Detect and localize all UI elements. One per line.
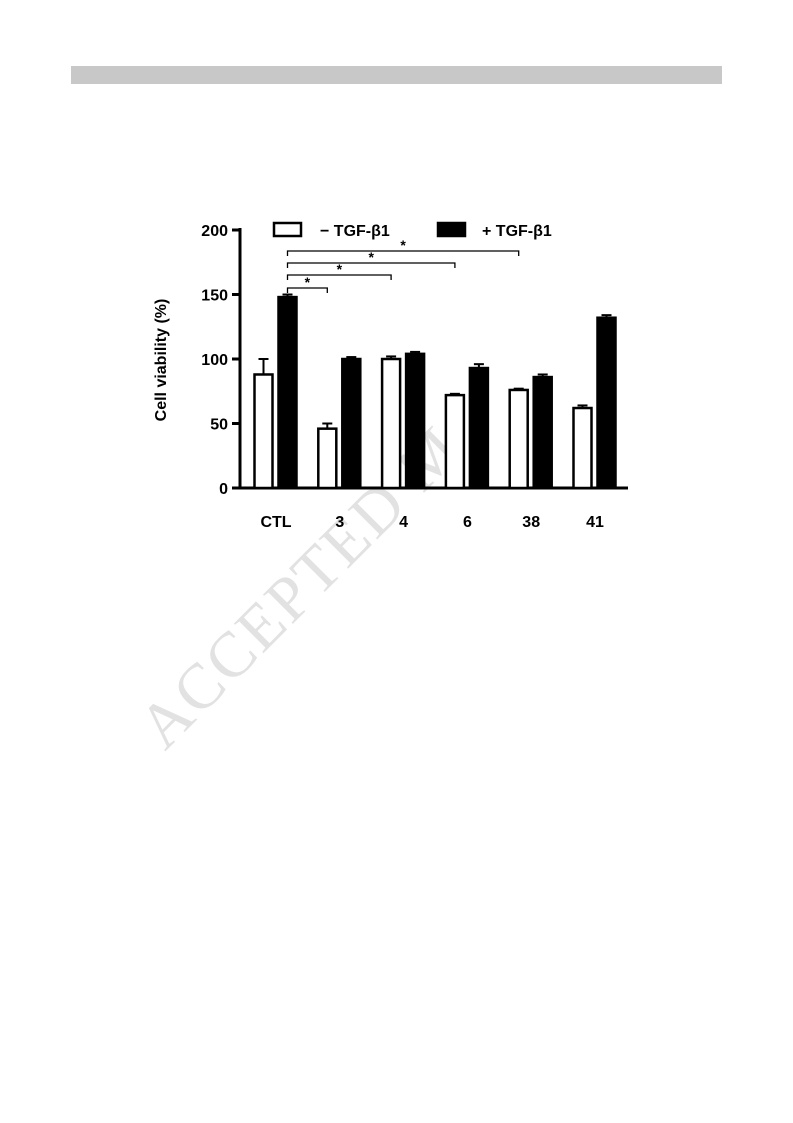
bar (404, 352, 426, 490)
x-tick-label: 4 (399, 514, 408, 531)
y-tick-label: 200 (201, 223, 228, 240)
bar (468, 366, 490, 490)
y-tick-label: 50 (210, 417, 228, 434)
y-tick-label: 100 (201, 352, 228, 369)
significance-bracket (286, 250, 520, 256)
x-tick-label: 6 (463, 514, 472, 531)
bar (380, 357, 402, 490)
x-tick-label: 41 (586, 514, 604, 531)
bar (596, 316, 617, 490)
y-tick-label: 150 (201, 288, 228, 305)
header-bar (71, 66, 722, 84)
bar (277, 295, 298, 490)
legend-label-minus: − TGF-β1 (320, 223, 390, 240)
y-tick-label: 0 (219, 481, 228, 498)
significance-label: * (305, 274, 311, 290)
x-tick-label: 38 (522, 514, 540, 531)
significance-bracket (286, 287, 328, 293)
legend-label-plus: + TGF-β1 (482, 223, 552, 240)
bar (444, 393, 466, 490)
bar (341, 357, 362, 490)
x-tick-label: CTL (260, 514, 291, 531)
legend-swatch-plus (436, 221, 467, 238)
legend-swatch-minus (272, 221, 303, 238)
y-axis-label: Cell viability (%) (153, 299, 170, 422)
x-tick-label: 3 (335, 514, 344, 531)
bar (572, 406, 593, 490)
bar (532, 375, 553, 490)
significance-label: * (337, 261, 343, 277)
significance-label: * (368, 249, 374, 265)
bar (317, 427, 338, 490)
significance-bracket (286, 274, 392, 280)
significance-label: * (400, 237, 406, 253)
significance-bracket (286, 262, 456, 268)
bar (253, 373, 274, 490)
bar (508, 388, 529, 490)
legend: − TGF-β1 + TGF-β1 (272, 221, 552, 240)
